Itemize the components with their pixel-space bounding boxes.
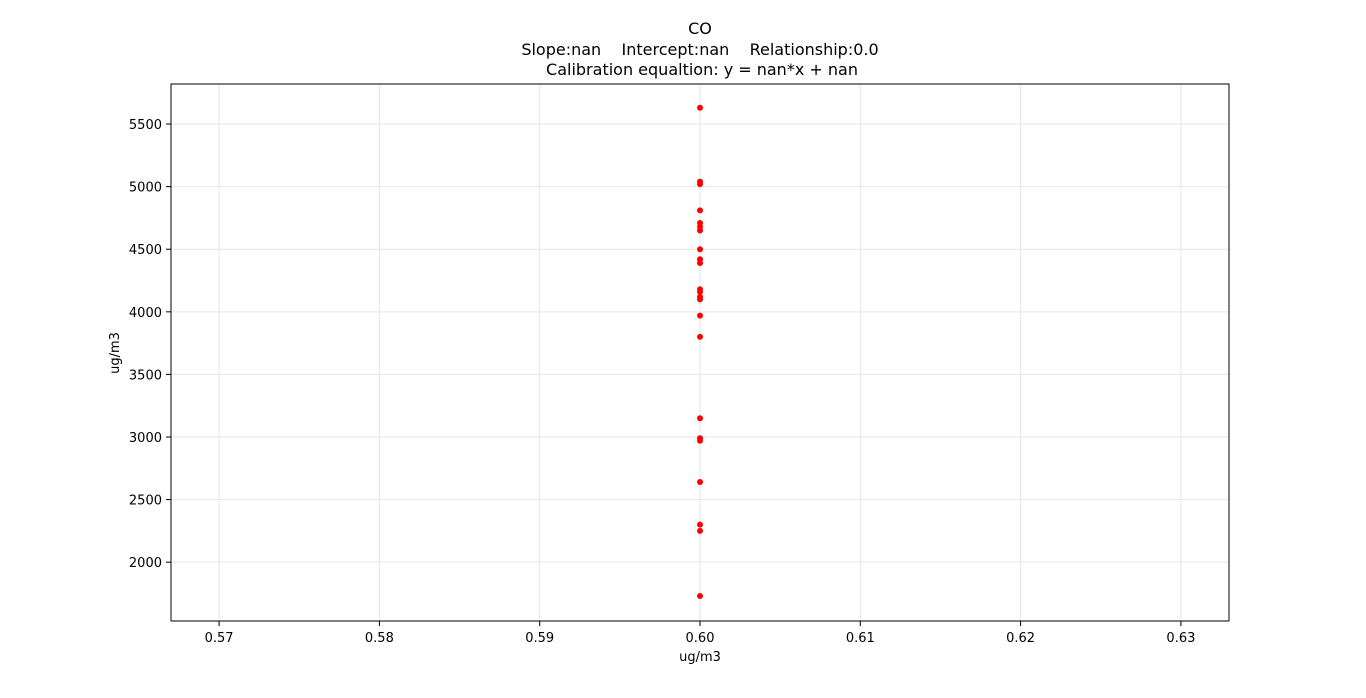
data-point	[697, 227, 703, 234]
y-tick-label: 4500	[129, 243, 162, 258]
data-point	[697, 437, 703, 444]
x-axis-label: ug/m3	[679, 650, 721, 665]
x-tick-label: 0.59	[525, 631, 554, 646]
y-tick-label: 2500	[129, 494, 162, 509]
plot-area-frame	[170, 83, 1230, 622]
data-point	[697, 246, 703, 253]
x-tick-label: 0.63	[1166, 631, 1195, 646]
data-point	[697, 479, 703, 486]
data-point	[697, 296, 703, 303]
data-point	[697, 181, 703, 188]
y-tick-label: 5500	[129, 118, 162, 133]
data-points	[697, 104, 703, 599]
data-point	[697, 592, 703, 599]
y-tick-label: 5000	[129, 181, 162, 196]
y-tick-label: 3500	[129, 368, 162, 383]
chart-title: CO	[688, 19, 712, 38]
data-point	[697, 288, 703, 295]
y-tick-label: 2000	[129, 556, 162, 571]
data-point	[697, 527, 703, 534]
data-point	[697, 521, 703, 528]
y-axis-label: ug/m3	[108, 332, 123, 374]
chart-subtitle-equation: Calibration equaltion: y = nan*x + nan	[546, 60, 858, 79]
chart-subtitle-stats: Slope:nan Intercept:nan Relationship:0.0	[521, 40, 878, 59]
y-tick-label: 4000	[129, 306, 162, 321]
data-point	[697, 260, 703, 266]
data-point	[697, 333, 703, 340]
data-point	[697, 415, 703, 422]
x-tick-label: 0.58	[365, 631, 394, 646]
data-point	[697, 312, 703, 319]
x-tick-label: 0.60	[686, 631, 715, 646]
data-point	[697, 104, 703, 111]
y-tick-label: 3000	[129, 431, 162, 446]
x-tick-label: 0.57	[205, 631, 234, 646]
grid-lines	[171, 84, 1229, 621]
x-tick-label: 0.61	[846, 631, 875, 646]
x-tick-label: 0.62	[1006, 631, 1035, 646]
data-point	[697, 207, 703, 214]
axis-ticks: 0.57 0.58 0.59 0.60 0.61 0.62 0.63 2000 2500 3000…	[129, 118, 1195, 646]
